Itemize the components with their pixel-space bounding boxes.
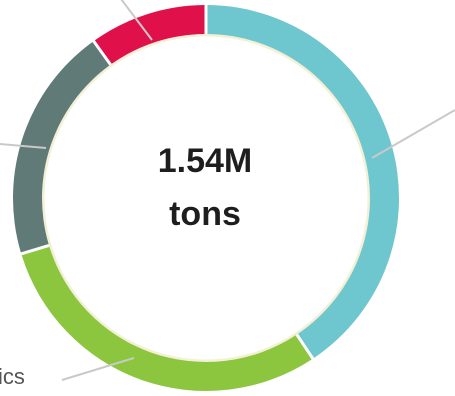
leader-line-slate <box>0 143 47 149</box>
leader-lines <box>0 0 455 381</box>
slice-label-green: ics <box>0 364 25 389</box>
donut-hole <box>41 33 371 363</box>
leader-line-green <box>61 357 135 381</box>
slice-teal <box>207 5 399 358</box>
center-value-text: 1.54M <box>158 142 253 180</box>
slice-red <box>94 5 205 64</box>
leader-line-red <box>120 0 153 41</box>
leader-line-teal <box>371 109 455 159</box>
center-unit-text: tons <box>169 195 241 233</box>
slice-green <box>21 246 312 391</box>
slice-slate <box>13 41 110 253</box>
donut-slices <box>13 5 399 391</box>
